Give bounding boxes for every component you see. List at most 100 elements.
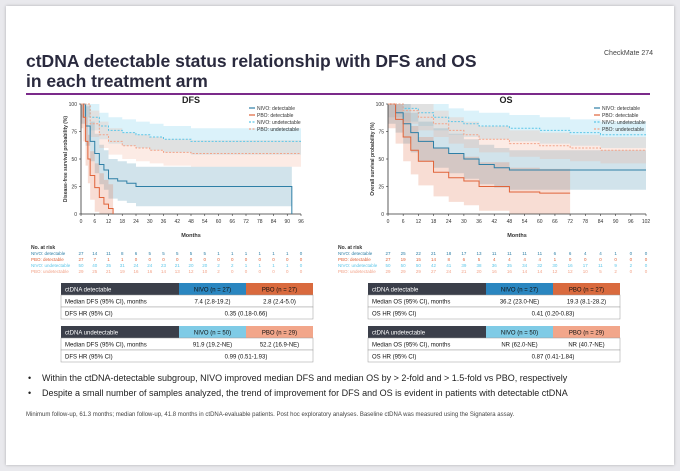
dfs-at-risk-row-name-0: NIVO: detectable: [31, 251, 66, 256]
os-undet-header-cell-0: [368, 326, 486, 338]
os-at-risk-value: 0: [645, 251, 648, 256]
os-y-tick-label: 75: [378, 130, 384, 136]
os-x-tick-label: 12: [416, 219, 422, 225]
os-undet-header-text-2: PBO (n = 29): [569, 331, 604, 337]
dfs-at-risk-value: 27: [78, 257, 84, 262]
os-at-risk-value: 20: [477, 269, 483, 274]
dfs-at-risk-value: 11: [106, 251, 111, 256]
dfs-at-risk-value: 13: [175, 269, 181, 274]
dfs-series-line-2: [81, 103, 301, 142]
os-det-header-text-2: PBO (n = 27): [569, 288, 604, 294]
os-at-risk-value: 16: [568, 263, 574, 268]
os-x-tick-label: 72: [567, 219, 573, 225]
dfs-at-risk-value: 1: [272, 251, 275, 256]
os-at-risk-value: 0: [569, 257, 572, 262]
os-at-risk-value: 0: [584, 257, 587, 262]
dfs-at-risk-value: 50: [78, 263, 84, 268]
dfs-at-risk-value: 2: [217, 263, 220, 268]
os-det-header-cell-2: [553, 283, 620, 295]
slide: ctDNA detectable status relationship wit…: [6, 6, 674, 465]
dfs-at-risk-value: 0: [231, 257, 234, 262]
dfs-at-risk-value: 5: [148, 251, 151, 256]
dfs-at-risk-row-name-3: PBO: undetectable: [31, 269, 69, 274]
dfs-at-risk-value: 0: [286, 257, 289, 262]
dfs-x-tick-label: 96: [298, 219, 304, 225]
dfs-undet-median-pbo: 52.2 (16.9-NE): [260, 343, 299, 349]
dfs-y-label: Disease-free survival probability (%): [63, 116, 69, 202]
os-at-risk-value: 14: [537, 269, 543, 274]
dfs-at-risk-value: 23: [161, 263, 167, 268]
dfs-x-tick-label: 60: [216, 219, 222, 225]
dfs-det-median-nivo: 7.4 (2.8-19.2): [194, 300, 230, 306]
os-series-line-1: [388, 103, 571, 194]
dfs-at-risk-value: 14: [92, 251, 98, 256]
slide-title: ctDNA detectable status relationship wit…: [26, 51, 546, 91]
dfs-ci-band-2: [81, 104, 301, 155]
dfs-undet-header-cell-2: [246, 326, 313, 338]
dfs-ci-band-1: [81, 104, 114, 214]
os-at-risk-value: 18: [446, 251, 452, 256]
dfs-at-risk-value: 0: [300, 257, 303, 262]
dfs-chart-title: DFS: [182, 95, 200, 105]
os-at-risk-value: 42: [431, 263, 437, 268]
os-at-risk-label: No. at risk: [338, 245, 362, 251]
trial-badge: CheckMate 274: [604, 50, 654, 57]
dfs-at-risk-value: 1: [231, 251, 234, 256]
bullet-dot-2: •: [28, 388, 32, 398]
dfs-undet-hr-row: [60, 349, 314, 363]
os-at-risk-value: 4: [493, 257, 496, 262]
dfs-det-header-text-1: NIVO (n = 27): [194, 288, 231, 294]
dfs-undet-header-cell-1: [179, 326, 246, 338]
os-at-risk-value: 35: [507, 263, 513, 268]
os-at-risk-value: 4: [508, 257, 511, 262]
os-ci-band-0: [388, 104, 646, 190]
dfs-at-risk-value: 1: [245, 263, 248, 268]
os-at-risk-value: 21: [461, 269, 467, 274]
dfs-legend-label-0: NIVO: detectable: [257, 106, 295, 112]
os-at-risk-value: 0: [645, 269, 648, 274]
dfs-at-risk-value: 0: [245, 257, 248, 262]
os-at-risk-value: 4: [584, 251, 587, 256]
os-at-risk-value: 24: [446, 269, 452, 274]
os-at-risk-value: 30: [552, 263, 558, 268]
dfs-undet-header-text-0: ctDNA undetectable: [65, 331, 119, 337]
os-x-tick-label: 42: [491, 219, 497, 225]
dfs-x-tick-label: 24: [133, 219, 139, 225]
os-at-risk-value: 17: [583, 263, 589, 268]
os-x-tick-label: 0: [387, 219, 390, 225]
os-x-tick-label: 36: [476, 219, 482, 225]
dfs-undet-header-text-2: PBO (n = 29): [262, 331, 297, 337]
dfs-y-tick-label: 100: [69, 102, 78, 108]
os-at-risk-value: 11: [537, 251, 542, 256]
dfs-at-risk-value: 14: [161, 269, 167, 274]
dfs-y-tick-label: 75: [71, 130, 77, 136]
os-at-risk-value: 0: [645, 263, 648, 268]
dfs-at-risk-value: 19: [120, 269, 126, 274]
dfs-at-risk-value: 0: [272, 257, 275, 262]
os-det-header-cell-1: [486, 283, 553, 295]
os-legend-label-2: NIVO: undetectable: [602, 120, 646, 126]
dfs-at-risk-value: 0: [286, 269, 289, 274]
dfs-at-risk-value: 1: [258, 251, 261, 256]
dfs-x-tick-label: 54: [202, 219, 208, 225]
dfs-x-tick-label: 36: [161, 219, 167, 225]
dfs-at-risk-row-name-1: PBO: detectable: [31, 257, 64, 262]
os-at-risk-value: 0: [599, 257, 602, 262]
dfs-at-risk-value: 5: [190, 251, 193, 256]
os-det-hr-row: [367, 306, 621, 320]
dfs-at-risk-value: 25: [92, 269, 98, 274]
dfs-at-risk-value: 40: [92, 263, 98, 268]
os-at-risk-value: 50: [401, 263, 407, 268]
os-x-tick-label: 6: [402, 219, 405, 225]
dfs-at-risk-value: 0: [300, 251, 303, 256]
dfs-at-risk-value: 21: [106, 269, 112, 274]
os-legend-label-3: PBO: undetectable: [602, 127, 644, 133]
dfs-det-header-text-2: PBO (n = 27): [262, 288, 297, 294]
dfs-at-risk-value: 0: [258, 257, 261, 262]
os-det-median-label: Median OS (95% CI), months: [372, 300, 450, 306]
dfs-at-risk-value: 0: [217, 257, 220, 262]
os-at-risk-value: 0: [614, 257, 617, 262]
dfs-at-risk-row-name-2: NIVO: undetectable: [31, 263, 71, 268]
os-at-risk-value: 4: [523, 257, 526, 262]
